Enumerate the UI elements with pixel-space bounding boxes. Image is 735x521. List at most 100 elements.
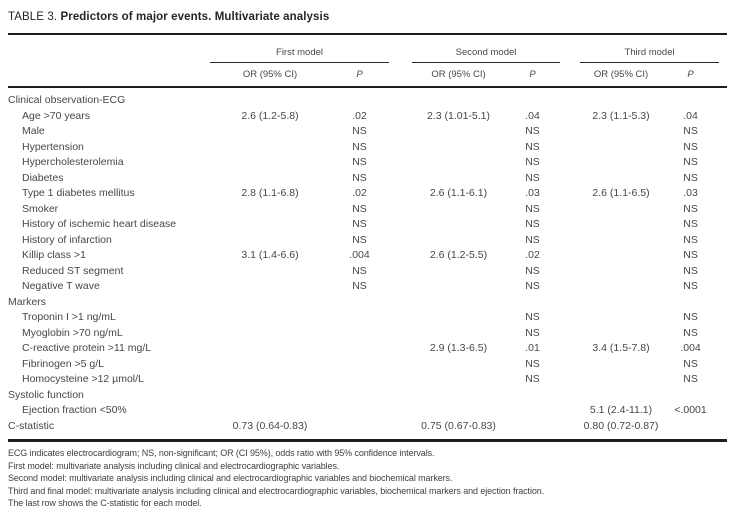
- cell-gap: [389, 357, 412, 373]
- footnote-line: The last row shows the C-statistic for e…: [8, 498, 202, 509]
- header-spacer: [8, 35, 210, 62]
- table-3-page: TABLE 3. Predictors of major events. Mul…: [8, 11, 728, 509]
- cell-gap: [389, 248, 412, 264]
- cell-third-p: NS: [683, 373, 698, 385]
- cell-first-or: [210, 403, 330, 419]
- cell-end: [719, 155, 727, 171]
- cell-second-or: [412, 310, 505, 326]
- col-group-first-model: First model: [210, 35, 390, 63]
- cell-gap: [389, 186, 412, 202]
- table-row: Negative T wave NS NS NS: [8, 279, 727, 295]
- cell-third-or: [580, 310, 662, 326]
- cell-gap: [389, 372, 412, 388]
- top-rule: [8, 33, 727, 35]
- cell-gap: [389, 388, 412, 404]
- cell-gap: [389, 341, 412, 357]
- cell-gap: [560, 295, 580, 311]
- cell-gap: [560, 186, 580, 202]
- cell-third-or: [580, 124, 662, 140]
- col-header-second-p: P: [505, 62, 561, 88]
- cell-gap: [560, 341, 580, 357]
- cell-third-or: [580, 217, 662, 233]
- cell-end: [719, 202, 727, 218]
- cell-third-p: [662, 388, 719, 404]
- cell-third-or: [580, 140, 662, 156]
- cell-second-p: .02: [525, 249, 540, 261]
- cell-gap: [389, 202, 412, 218]
- table-row: Killip class >1 3.1 (1.4-6.6) .004 2.6 (…: [8, 248, 727, 264]
- row-label: History of infarction: [22, 233, 112, 246]
- cell-gap: [560, 233, 580, 249]
- cell-second-p: NS: [525, 218, 540, 230]
- cell-gap: [560, 248, 580, 264]
- cell-first-or: [210, 295, 330, 311]
- table-row: Myoglobin >70 ng/mL NS NS: [8, 326, 727, 342]
- table-row: Clinical observation-ECG: [8, 87, 727, 109]
- cell-gap: [560, 388, 580, 404]
- cell-second-p: NS: [525, 357, 540, 370]
- cell-first-p: NS: [352, 125, 367, 137]
- cell-gap: [560, 171, 580, 187]
- cell-second-or: 2.6 (1.2-5.5): [429, 249, 488, 261]
- cell-second-or: [412, 295, 505, 311]
- table-row: Homocysteine >12 µmol/L NS NS: [8, 372, 727, 388]
- table-row: Type 1 diabetes mellitus 2.8 (1.1-6.8) .…: [8, 186, 727, 202]
- row-label: C-statistic: [8, 419, 55, 432]
- cell-third-p: NS: [683, 140, 698, 153]
- cell-first-or: [210, 155, 330, 171]
- cell-second-p: [505, 403, 560, 419]
- cell-first-p: NS: [352, 171, 367, 184]
- table-row: Systolic function: [8, 388, 727, 404]
- cell-second-or: [412, 403, 505, 419]
- row-label: Clinical observation-ECG: [8, 94, 126, 106]
- cell-third-or: [580, 233, 662, 249]
- cell-third-or: [580, 264, 662, 280]
- cell-second-p: [505, 388, 560, 404]
- cell-third-or: [580, 388, 662, 404]
- table-row: C-reactive protein >11 mg/L 2.9 (1.3-6.5…: [8, 341, 727, 357]
- cell-third-or: [580, 155, 662, 171]
- header-spacer: [719, 62, 728, 88]
- cell-third-p: NS: [683, 218, 698, 230]
- cell-first-or: [210, 264, 330, 280]
- cell-gap: [560, 155, 580, 171]
- cell-end: [719, 279, 727, 295]
- cell-third-p: NS: [683, 280, 698, 292]
- table-row: Markers: [8, 295, 727, 311]
- cell-end: [719, 341, 727, 357]
- cell-first-or: [210, 171, 330, 187]
- sub-header-row: OR (95% CI) P OR (95% CI) P OR (95% CI) …: [8, 62, 728, 88]
- cell-second-or: 2.3 (1.01-5.1): [426, 109, 491, 122]
- cell-end: [719, 388, 727, 404]
- table-row: Hypercholesterolemia NS NS NS: [8, 155, 727, 171]
- cell-gap: [560, 326, 580, 342]
- cell-third-or: [580, 171, 662, 187]
- row-label: Markers: [8, 295, 46, 308]
- row-label: Myoglobin >70 ng/mL: [22, 326, 123, 339]
- cell-first-p: [330, 419, 389, 435]
- cell-gap: [560, 140, 580, 156]
- cell-end: [719, 109, 727, 125]
- row-label: History of ischemic heart disease: [22, 218, 177, 230]
- cell-first-p: NS: [352, 264, 367, 277]
- cell-second-p: NS: [525, 233, 540, 246]
- bottom-rule: [8, 439, 727, 442]
- cell-second-p: .04: [525, 109, 540, 122]
- row-label: Type 1 diabetes mellitus: [22, 187, 135, 199]
- cell-first-p: [330, 403, 389, 419]
- cell-end: [719, 357, 727, 373]
- cell-gap: [560, 310, 580, 326]
- table-row: C-statistic 0.73 (0.64-0.83) 0.75 (0.67-…: [8, 419, 727, 435]
- cell-end: [719, 372, 727, 388]
- cell-third-or: [580, 279, 662, 295]
- cell-gap: [389, 155, 412, 171]
- row-label: Smoker: [22, 202, 59, 215]
- cell-first-p: [330, 87, 389, 109]
- cell-second-or: 2.6 (1.1-6.1): [429, 187, 488, 199]
- cell-second-or: [412, 87, 505, 109]
- table-row: Troponin I >1 ng/mL NS NS: [8, 310, 727, 326]
- cell-first-p: [330, 310, 389, 326]
- cell-second-or: [412, 217, 505, 233]
- cell-end: [719, 171, 727, 187]
- cell-third-p: .004: [680, 342, 701, 354]
